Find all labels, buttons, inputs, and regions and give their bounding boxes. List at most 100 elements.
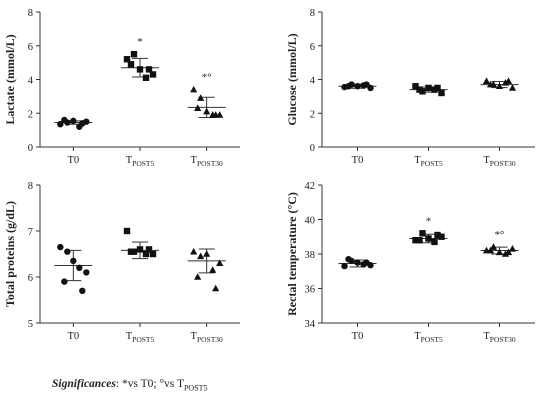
significance-annotation: *	[137, 36, 143, 48]
x-tick-label: TPOST30	[191, 155, 224, 168]
chart-panel-1: 0 2 4 6 8 Lactate (mmol/L) T0 TPOST5 TPOST30 * *°	[3, 8, 240, 168]
data-point	[123, 56, 131, 63]
data-point	[501, 79, 510, 86]
data-point	[412, 237, 419, 244]
data-point	[438, 233, 445, 240]
y-tick-label: 4	[310, 76, 316, 87]
y-tick-label: 6	[28, 42, 33, 53]
y-tick-label: 8	[28, 8, 33, 19]
data-point	[486, 246, 495, 254]
y-tick-label: 40	[305, 216, 316, 227]
x-tick-label: TPOST30	[483, 331, 516, 344]
y-tick-label: 42	[305, 181, 316, 192]
data-point	[136, 246, 144, 253]
data-point	[142, 74, 150, 82]
y-tick-label: 8	[310, 8, 315, 19]
data-point	[489, 243, 498, 250]
chart-panel-3: 5 6 7 8 Total proteins (g/dL) T0 TPOST5 TPOST30	[3, 181, 240, 344]
data-point	[70, 117, 77, 125]
y-tick-label: 0	[310, 143, 315, 154]
data-point	[149, 250, 157, 258]
data-point	[504, 248, 513, 256]
y-tick-label: 0	[28, 143, 33, 154]
chart-panel-4: 34 36 38 40 42 Rectal temperature (°C) T0 TPOST…	[285, 181, 535, 344]
chart-panel-2: 0 2 4 6 8 Glucose (mmol/L) T0 TPOST5 TPOST30	[285, 8, 535, 168]
data-point	[425, 235, 432, 242]
x-tick-label: T0	[352, 155, 364, 166]
data-point	[203, 250, 211, 257]
data-point	[212, 284, 220, 292]
data-point	[79, 120, 86, 127]
data-point	[61, 278, 68, 285]
data-point	[431, 238, 438, 246]
data-point	[425, 84, 432, 92]
y-tick-label: 38	[305, 250, 316, 261]
significance-annotation: *°	[495, 229, 505, 241]
x-tick-label: T0	[67, 155, 79, 166]
x-tick-label: TPOST30	[191, 331, 224, 344]
data-point	[83, 269, 90, 276]
data-point	[57, 121, 64, 128]
data-point	[212, 111, 220, 118]
data-point	[142, 250, 150, 258]
data-point	[197, 94, 205, 101]
data-point	[64, 248, 71, 255]
data-point	[145, 66, 153, 73]
significance-label: Significances	[52, 378, 116, 390]
data-point	[416, 86, 423, 93]
data-point	[504, 77, 513, 84]
data-point	[194, 273, 202, 280]
data-point	[145, 246, 153, 253]
data-point	[149, 71, 157, 78]
data-point	[76, 264, 83, 271]
x-tick-label: T0	[67, 331, 79, 342]
data-point	[354, 83, 361, 90]
y-axis-label: Lactate (mmol/L)	[3, 34, 17, 124]
significance-text: : *vs T0; °vs T	[115, 378, 184, 390]
data-point	[127, 61, 135, 68]
data-point	[127, 248, 135, 255]
data-point	[438, 89, 445, 97]
data-point	[123, 227, 131, 235]
x-tick-label: TPOST5	[126, 331, 155, 344]
data-point	[136, 66, 144, 73]
data-point	[508, 245, 517, 252]
y-tick-label: 8	[28, 181, 33, 192]
data-point	[508, 84, 517, 91]
data-point	[495, 82, 504, 90]
data-point	[412, 83, 419, 90]
data-point	[197, 252, 205, 260]
significance-annotation: *	[426, 215, 432, 227]
data-point	[416, 237, 423, 244]
data-point	[486, 80, 495, 88]
y-tick-label: 7	[28, 227, 33, 238]
data-point	[345, 255, 352, 263]
data-point	[434, 84, 441, 92]
data-point	[419, 230, 426, 237]
y-axis-label: Glucose (mmol/L)	[285, 33, 299, 125]
y-tick-label: 5	[28, 319, 33, 330]
data-point	[354, 259, 361, 266]
data-point	[482, 77, 491, 84]
data-point	[130, 50, 138, 58]
data-point	[216, 259, 224, 266]
data-point	[190, 247, 198, 255]
x-tick-label: TPOST30	[483, 155, 516, 168]
data-point	[341, 262, 348, 270]
significance-annotation: *°	[202, 72, 212, 84]
significance-sub: POST5	[183, 383, 208, 393]
data-point	[209, 266, 217, 273]
x-tick-label: T0	[352, 331, 364, 342]
data-point	[70, 257, 77, 265]
data-point	[363, 259, 370, 266]
data-point	[345, 83, 352, 90]
data-point	[363, 81, 370, 88]
y-axis-label: Total proteins (g/dL)	[3, 201, 17, 307]
data-point	[501, 250, 510, 257]
data-point	[203, 107, 211, 115]
y-tick-label: 2	[28, 109, 33, 120]
x-tick-label: TPOST5	[414, 331, 443, 344]
y-tick-label: 2	[310, 109, 315, 120]
data-point	[61, 116, 68, 124]
